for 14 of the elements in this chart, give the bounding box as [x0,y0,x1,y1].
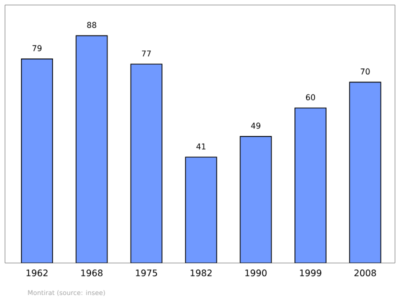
bar [349,82,382,263]
x-tick-label: 1962 [26,270,48,276]
bar [76,35,108,263]
x-tick-label: 1975 [136,270,158,276]
bar [21,58,53,263]
bar [240,136,272,263]
bar [294,108,326,263]
bar [130,64,162,263]
x-tick-label: 2008 [354,270,376,276]
x-tick-label: 1990 [245,270,267,276]
x-tick-label: 1982 [190,270,212,276]
x-tick-label: 1999 [300,270,322,276]
bar [185,156,218,263]
x-tick-label: 1968 [81,270,102,276]
